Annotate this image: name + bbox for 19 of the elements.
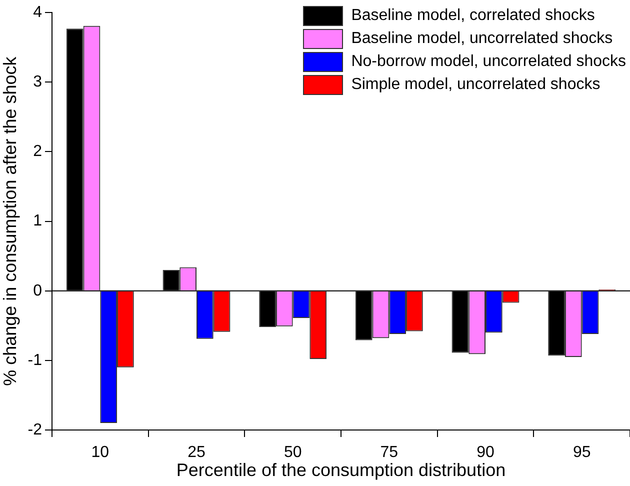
legend-label: Baseline model, correlated shocks [351, 6, 595, 26]
y-tick-label: 2 [33, 143, 42, 160]
legend-label: No-borrow model, uncorrelated shocks [351, 52, 626, 72]
y-tick-label: -1 [28, 352, 42, 369]
x-tick-label: 50 [284, 444, 302, 462]
x-tick-label: 95 [572, 444, 591, 462]
x-tick-label: 90 [476, 444, 494, 462]
legend-label: Baseline model, uncorrelated shocks [351, 29, 613, 49]
x-tick-label: 25 [188, 444, 206, 462]
x-tick-label: 10 [91, 444, 110, 462]
y-tick-label: 3 [33, 74, 42, 91]
y-tick-label: 0 [33, 282, 42, 300]
y-tick-label: -2 [28, 421, 42, 438]
y-tick-label: 1 [33, 212, 42, 230]
y-axis-title: % change in consumption after the shock [0, 56, 20, 386]
x-tick-label: 75 [380, 444, 398, 462]
y-tick-label: 4 [33, 4, 42, 22]
legend-label: Simple model, uncorrelated shocks [351, 75, 600, 95]
x-axis-title: Percentile of the consumption distribution [176, 460, 506, 480]
